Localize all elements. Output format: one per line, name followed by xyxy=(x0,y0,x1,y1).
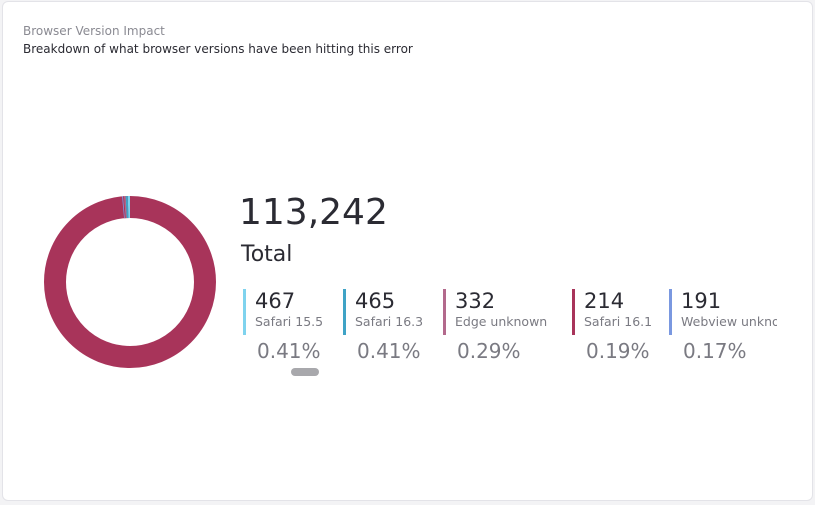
legend-name: Safari 16.3 xyxy=(355,314,424,329)
legend-item: 467 Safari 15.5 0.41% xyxy=(243,289,335,363)
legend-share: 0.29% xyxy=(457,339,521,363)
legend-share: 0.19% xyxy=(586,339,650,363)
legend-name: Safari 15.5 xyxy=(255,314,324,329)
chart-title: Browser Version Impact xyxy=(23,24,165,38)
legend-value: 465 xyxy=(355,289,396,313)
legend-value: 332 xyxy=(455,289,496,313)
legend-name: Safari 16.1 xyxy=(584,314,653,329)
legend-share: 0.41% xyxy=(257,339,321,363)
legend-share: 0.41% xyxy=(357,339,421,363)
pager[interactable] xyxy=(291,368,319,376)
legend-name: Webview unknown xyxy=(681,314,777,329)
legend-name: Edge unknown xyxy=(455,314,548,329)
donut-remainder xyxy=(44,196,216,368)
legend-value: 191 xyxy=(681,289,722,313)
legend-item: 465 Safari 16.3 0.41% xyxy=(343,289,435,363)
legend-value: 467 xyxy=(255,289,296,313)
legend-item: 214 Safari 16.1 0.19% xyxy=(572,289,654,363)
chart-subtitle: Breakdown of what browser versions have … xyxy=(23,42,413,56)
legend-value: 214 xyxy=(584,289,625,313)
legend-share: 0.17% xyxy=(683,339,747,363)
legend-item: 332 Edge unknown 0.29% xyxy=(443,289,565,363)
donut xyxy=(44,196,216,368)
total-caption: Total xyxy=(241,242,293,267)
total: 113,242 xyxy=(239,192,388,233)
